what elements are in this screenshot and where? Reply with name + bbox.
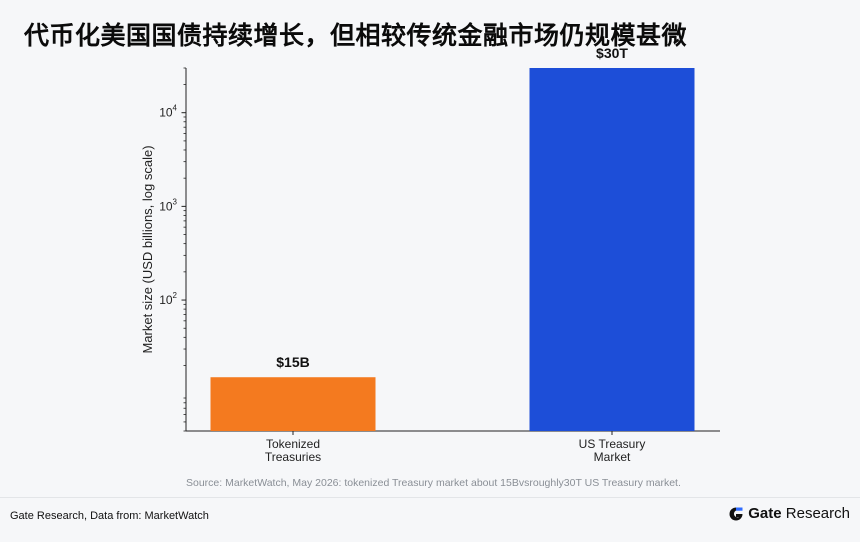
footer-divider [0, 497, 860, 498]
y-tick-label: 102 [159, 291, 177, 307]
x-tick-label: US Treasury Market [579, 437, 646, 464]
bar-1 [210, 377, 376, 431]
brand-name: Gate Research [748, 505, 850, 522]
y-tick-label: 104 [159, 104, 177, 120]
bar-2 [529, 68, 695, 431]
y-tick-label: 103 [159, 197, 177, 213]
y-axis-label: Market size (USD billions, log scale) [140, 145, 155, 353]
bar-value-label: $30T [596, 45, 628, 61]
bar-chart: 102 103 104 Market size (USD billions, log … [140, 45, 720, 464]
source-note: Source: MarketWatch, May 2026: tokenized… [186, 477, 681, 489]
gate-logo-icon [729, 507, 743, 520]
footer-credit: Gate Research, Data from: MarketWatch [10, 510, 209, 522]
brand-logo: Gate Research [728, 505, 850, 522]
x-tick-label: Tokenized Treasuries [265, 437, 321, 464]
page-title: 代币化美国国债持续增长，但相较传统金融市场仍规模甚微 [24, 21, 688, 50]
bar-value-label: $15B [276, 354, 309, 370]
